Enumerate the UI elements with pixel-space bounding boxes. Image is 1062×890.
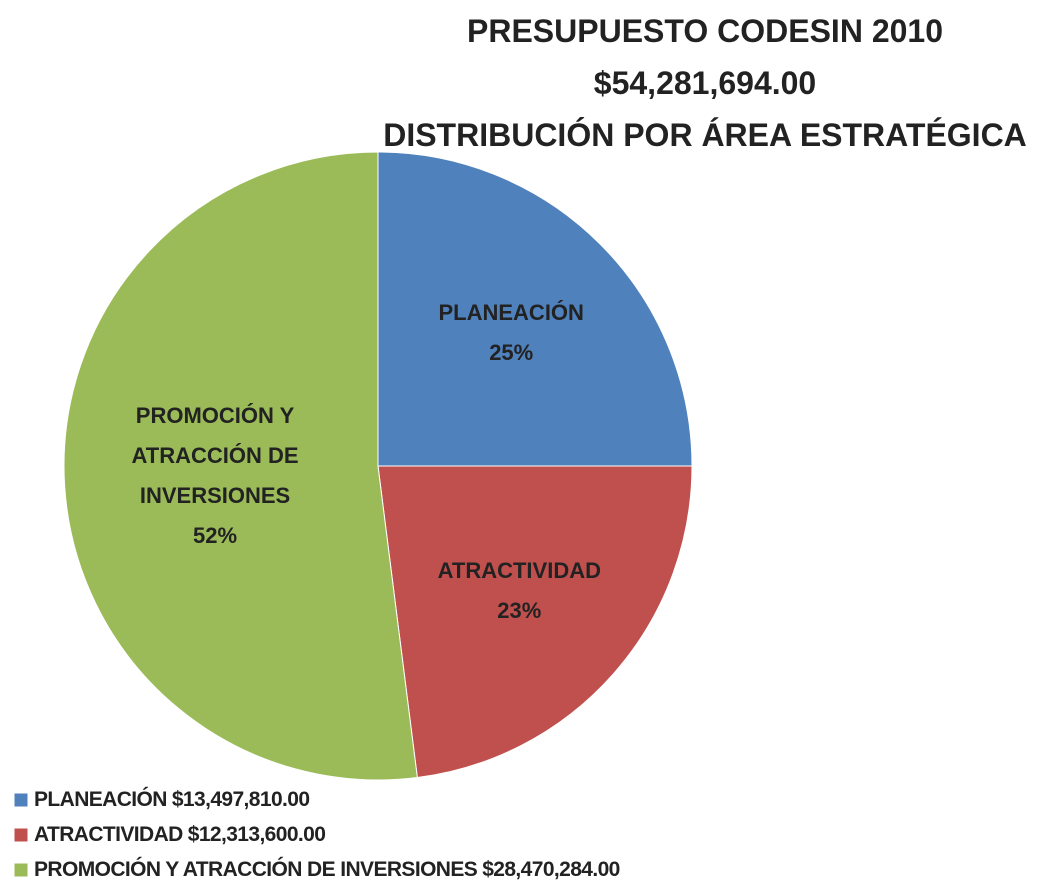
legend-swatch [13,827,29,843]
chart-title: PRESUPUESTO CODESIN 2010 [467,13,943,49]
pie-slice [377,151,693,467]
slice-value: 23% [497,597,542,623]
chart-title: DISTRIBUCIÓN POR ÁREA ESTRATÉGICA [383,117,1027,153]
legend-amount: $28,470,284.00 [482,858,620,881]
legend-name: PLANEACIÓN [34,787,167,811]
slice-name: PLANEACIÓN [438,299,584,325]
chart-title: $54,281,694.00 [594,65,816,101]
legend-name: ATRACTIVIDAD [34,823,183,846]
slice-label: ATRACTIVIDAD 23% [409,551,629,631]
pie-slice [377,465,693,779]
legend-amount: $12,313,600.00 [188,823,326,846]
slice-name: PROMOCIÓN Y ATRACCIÓN DE INVERSIONES [131,403,299,509]
slice-value: 52% [193,523,238,549]
slice-label: PROMOCIÓN Y ATRACCIÓN DE INVERSIONES 52% [105,396,325,556]
legend-swatch [13,792,29,808]
pie-slice [63,151,418,781]
slice-value: 25% [489,339,534,365]
legend-swatch [13,862,29,878]
slice-name: ATRACTIVIDAD [437,557,601,583]
legend-name: PROMOCIÓN Y ATRACCIÓN DE INVERSIONES [34,857,478,881]
legend-label: PROMOCIÓN Y ATRACCIÓN DE INVERSIONES $28,… [34,857,620,881]
slice-label: PLANEACIÓN 25% [401,293,621,373]
legend-label: PLANEACIÓN $13,497,810.00 [34,787,309,811]
legend-label: ATRACTIVIDAD $12,313,600.00 [34,823,325,846]
legend-amount: $13,497,810.00 [172,788,310,811]
